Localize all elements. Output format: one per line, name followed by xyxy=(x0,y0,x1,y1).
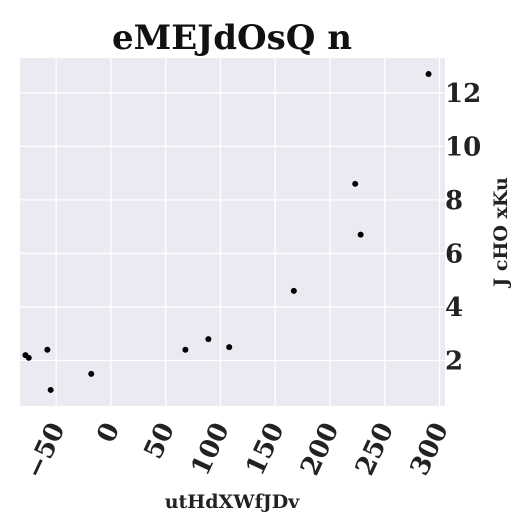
data-point xyxy=(226,344,233,351)
x-axis-label: utHdXWfJDv xyxy=(165,491,301,513)
data-point xyxy=(182,346,189,353)
y-tick-label: 4 xyxy=(445,293,463,323)
chart-title: eMEJdOsQ n xyxy=(112,18,352,58)
y-tick-label: 8 xyxy=(445,186,463,216)
data-point xyxy=(25,354,32,361)
x-tick-label: 100 xyxy=(186,418,236,480)
data-point xyxy=(425,71,432,78)
data-point xyxy=(290,287,297,294)
grid-lines xyxy=(20,58,445,406)
x-tick-label: −50 xyxy=(20,418,72,483)
x-tick-label: 0 xyxy=(91,418,126,447)
x-tick-label: 300 xyxy=(405,418,455,480)
x-tick-label: 200 xyxy=(295,418,345,480)
data-points xyxy=(22,71,432,393)
y-tick-label: 6 xyxy=(445,239,463,269)
y-tick-label: 10 xyxy=(445,132,481,162)
data-point xyxy=(205,336,212,343)
data-point xyxy=(47,386,54,393)
data-point xyxy=(352,180,359,187)
y-tick-label: 2 xyxy=(445,346,463,376)
data-point xyxy=(88,370,95,377)
x-tick-label: 150 xyxy=(240,418,290,480)
y-tick-label: 12 xyxy=(445,79,481,109)
data-point xyxy=(44,346,51,353)
data-point xyxy=(357,231,364,238)
plot-area xyxy=(20,58,445,406)
x-tick-label: 50 xyxy=(139,418,181,463)
x-tick-label: 250 xyxy=(350,418,400,480)
y-axis-label: J cHO xKu xyxy=(490,177,512,289)
y-tick-labels: 2 4 6 8 10 12 xyxy=(445,79,481,377)
x-tick-labels: −50 0 50 100 150 200 250 300 xyxy=(20,418,455,483)
